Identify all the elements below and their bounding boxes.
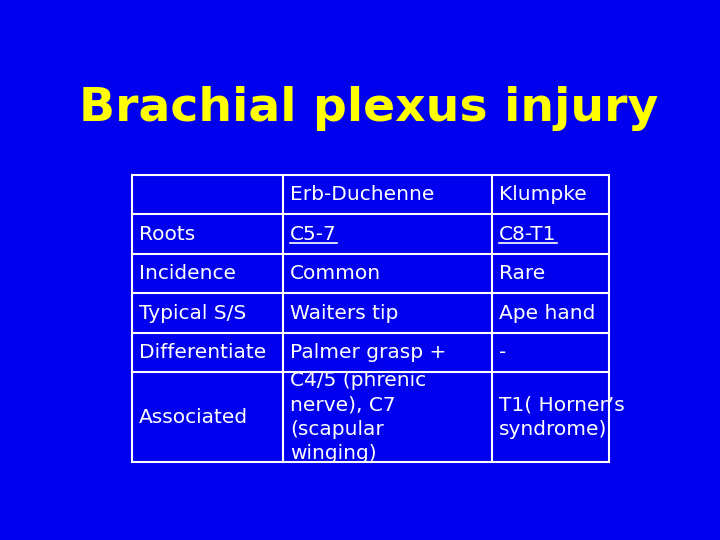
Text: Brachial plexus injury: Brachial plexus injury [79,86,659,131]
Text: Waiters tip: Waiters tip [289,303,398,323]
Text: C8-T1: C8-T1 [499,225,557,244]
Text: Rare: Rare [499,264,545,284]
Text: T1( Horner’s
syndrome): T1( Horner’s syndrome) [499,396,625,439]
Text: Palmer grasp +: Palmer grasp + [289,343,446,362]
Text: Roots: Roots [139,225,195,244]
Text: Erb-Duchenne: Erb-Duchenne [289,185,434,204]
Text: -: - [499,343,506,362]
Text: Associated: Associated [139,408,248,427]
Text: Common: Common [289,264,381,284]
Text: C5-7: C5-7 [289,225,336,244]
Bar [132,175,609,462]
Text: C4/5 (phrenic
nerve), C7
(scapular
winging): C4/5 (phrenic nerve), C7 (scapular wingi… [289,372,426,463]
Text: Ape hand: Ape hand [499,303,595,323]
Text: Typical S/S: Typical S/S [139,303,246,323]
Text: Incidence: Incidence [139,264,236,284]
Text: Differentiate: Differentiate [139,343,266,362]
Text: Klumpke: Klumpke [499,185,587,204]
